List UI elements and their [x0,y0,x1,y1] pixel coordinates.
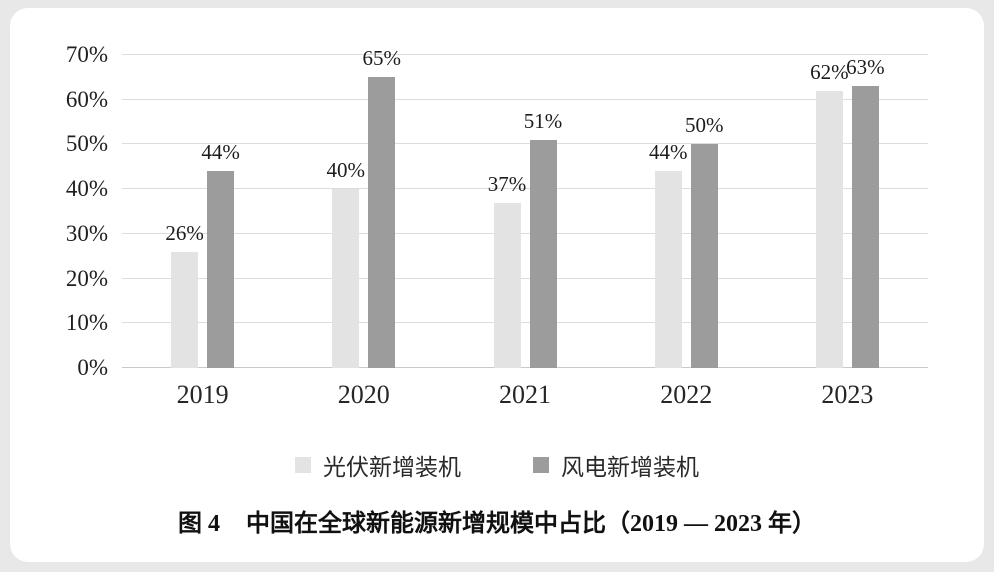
y-tick-label: 30% [65,220,108,246]
bar-value-label: 37% [487,171,527,196]
x-tick-label-2022: 2022 [660,380,713,409]
bar-chart-plot-area: 0% 10% 20% 30% 40% 50% 60% 70% 26% 44% 40% 65% 37% 5… [66,43,928,379]
figure-caption: 图 4 中国在全球新能源新增规模中占比（2019 — 2023 年） [10,503,984,538]
bar-光伏新增装机-2019: 26% [165,222,204,368]
y-tick-label: 40% [65,176,108,202]
bar-group-2020: 40% 65% [283,48,444,368]
legend-item-风电新增装机: 风电新增装机 [533,448,699,482]
legend-item-光伏新增装机: 光伏新增装机 [295,448,461,482]
gridline [122,54,928,55]
x-tick-label-2019: 2019 [176,380,229,409]
figure-card: 0% 10% 20% 30% 40% 50% 60% 70% 26% 44% 40% 65% 37% 5… [10,8,984,562]
bar-光伏新增装机-2021: 37% [488,173,526,368]
x-tick-label-2020: 2020 [337,380,390,409]
y-tick-label: 70% [65,42,108,67]
x-axis-labels: 2019 2020 2021 2022 2023 [122,380,928,410]
gridline [122,322,928,324]
bar-value-label: 26% [165,220,204,245]
bar-value-label: 63% [846,55,885,80]
bar-value-label: 44% [201,140,240,165]
x-tick-label-2021: 2021 [499,380,551,409]
gridline [122,277,928,279]
gridline [122,367,928,368]
y-tick-label: 60% [65,86,108,112]
bar-风电新增装机-2021: 51% [524,110,562,368]
bar-value-label: 44% [648,140,688,165]
bar-value-label: 62% [810,59,849,84]
bar-value-label: 65% [362,46,402,71]
x-tick-label-2023: 2023 [821,380,874,409]
bar-风电新增装机-2019: 44% [201,142,240,368]
bar-value-label: 51% [523,108,563,133]
legend-label: 风电新增装机 [561,455,699,480]
bar-value-label: 40% [326,158,366,183]
figure-title: 中国在全球新能源新增规模中占比（2019 — 2023 年） [246,511,816,537]
gridline [122,143,928,145]
gridline [122,188,928,190]
bar-value-label: 50% [684,113,724,138]
bar-groups: 26% 44% 40% 65% 37% 51% 44% 50% 62% 63% [122,48,928,368]
y-tick-label: 20% [65,265,108,291]
bar-group-2022: 44% 50% [606,55,767,368]
legend-label: 光伏新增装机 [323,455,461,480]
chart-legend: 光伏新增装机 风电新增装机 [10,448,984,482]
bar-group-2021: 37% 51% [444,55,605,368]
y-tick-label: 50% [65,131,108,157]
bar-风电新增装机-2020: 65% [363,48,401,368]
bar-group-2019: 26% 44% [122,55,283,368]
bar-光伏新增装机-2022: 44% [649,142,687,368]
legend-swatch-icon [295,457,311,473]
y-tick-label: 10% [65,310,108,336]
bar-风电新增装机-2022: 50% [685,115,723,368]
bar-光伏新增装机-2023: 62% [810,61,849,368]
bar-风电新增装机-2023: 63% [846,57,885,368]
figure-number: 图 4 [178,511,220,537]
bar-group-2023: 62% 63% [767,55,928,368]
legend-swatch-icon [533,457,549,473]
bar-光伏新增装机-2020: 40% [327,160,365,368]
gridline [122,232,928,234]
y-tick-label: 0% [77,355,108,380]
gridline [122,98,928,100]
